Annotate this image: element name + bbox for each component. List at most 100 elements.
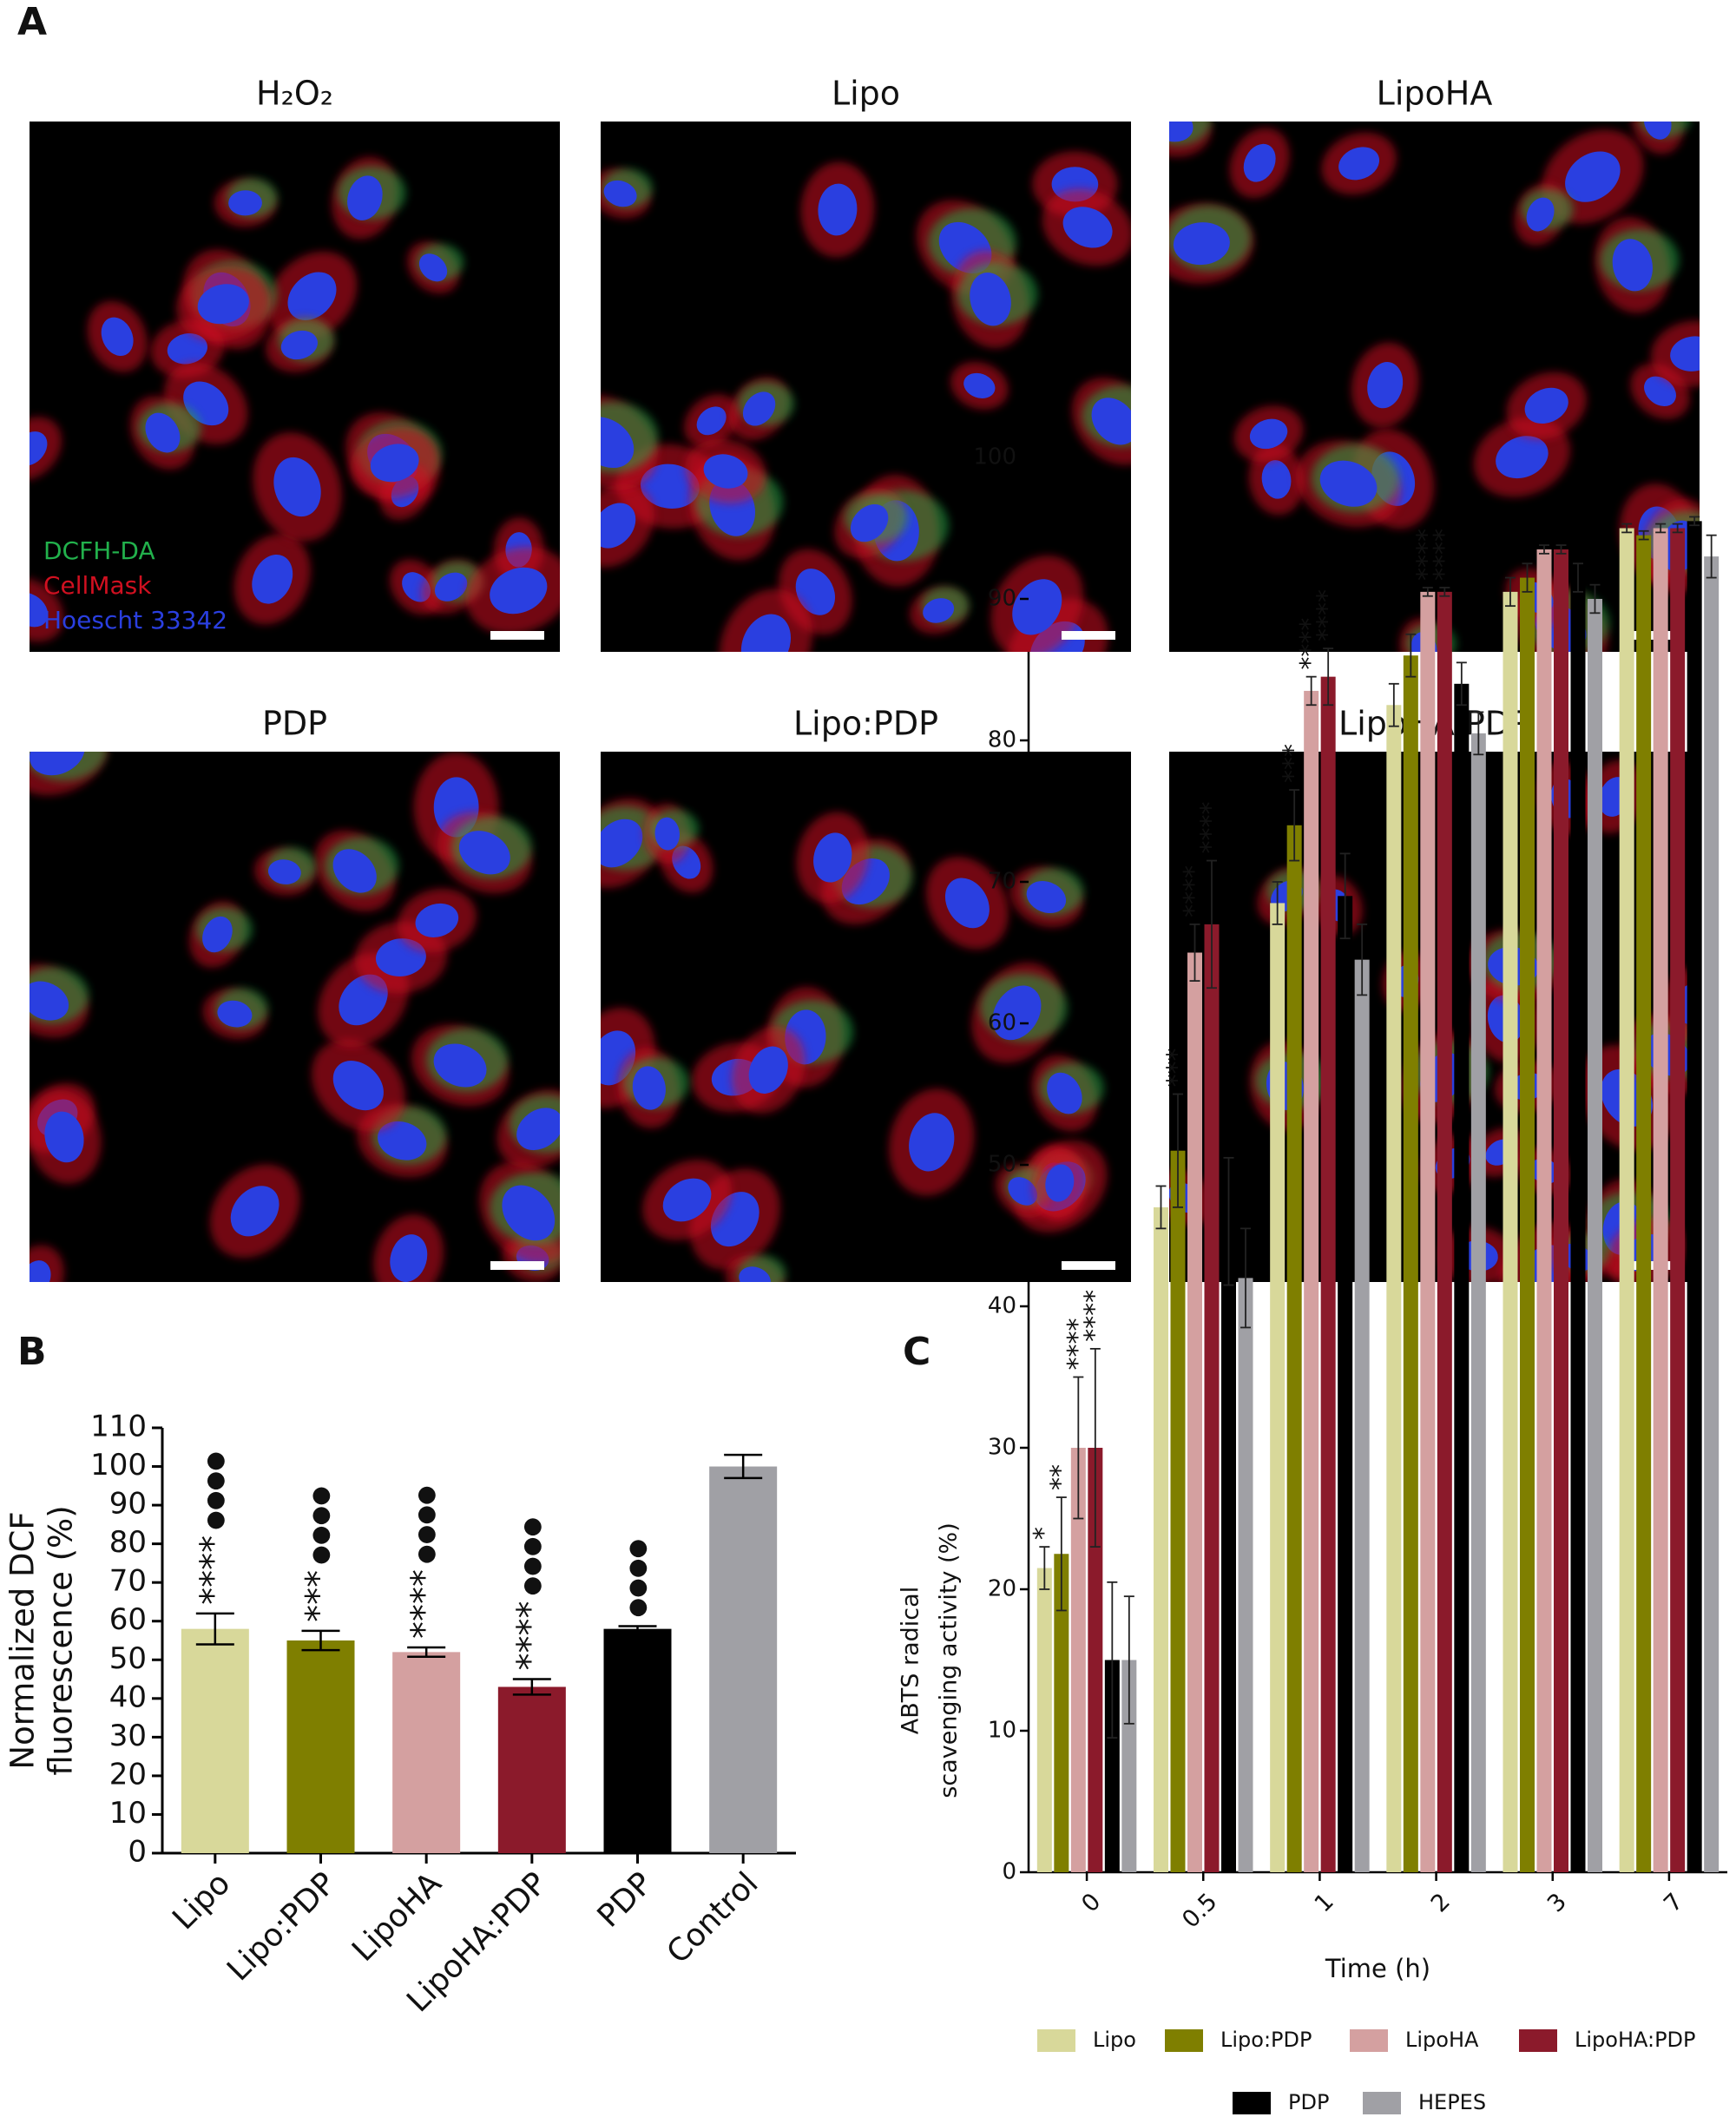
error-bar: [1223, 1156, 1234, 1286]
error-bar: [1089, 1348, 1101, 1548]
y-tick-label: 100: [90, 1448, 147, 1483]
bar: [1619, 528, 1634, 1872]
y-tick-label: 50: [988, 1152, 1016, 1178]
significance-stars: ****: [1196, 802, 1226, 854]
error-bar: [1621, 523, 1633, 534]
y-tick-label: 70: [988, 869, 1016, 895]
nucleus: [516, 1108, 560, 1151]
bar: [286, 1640, 355, 1853]
panel-label: A: [17, 0, 47, 44]
y-tick-label: 90: [988, 586, 1016, 612]
y-tick-label: 70: [109, 1564, 147, 1599]
x-tick-label: 0.5: [1177, 1888, 1222, 1933]
y-tick-label: 40: [988, 1293, 1016, 1319]
legend-label: PDP: [1288, 2090, 1329, 2114]
nucleus: [1062, 207, 1113, 248]
bar: [1554, 549, 1568, 1873]
nucleus: [1670, 336, 1700, 371]
x-tick-label: LipoHA: [345, 1865, 449, 1969]
y-tick-label: 40: [109, 1680, 147, 1714]
nucleus: [1643, 122, 1672, 140]
error-bar: [1323, 648, 1334, 707]
x-tick-label: 3: [1542, 1888, 1572, 1917]
bar: [1704, 556, 1720, 1872]
bar: [181, 1628, 249, 1853]
significance-dots: ●●●●: [307, 1486, 333, 1565]
significance-stars: ****: [1079, 1290, 1109, 1342]
y-tick-label: 30: [109, 1719, 147, 1753]
channel-label: DCFH-DA: [43, 536, 155, 565]
nucleus: [30, 592, 49, 628]
error-bar: [1123, 1595, 1134, 1725]
error-bar: [1039, 1546, 1050, 1590]
nucleus: [267, 859, 301, 884]
y-tick-label: 100: [973, 444, 1016, 470]
x-tick-label: Control: [661, 1865, 766, 1970]
nucleus: [458, 831, 510, 875]
nucleus: [30, 981, 69, 1021]
scale-bar: [1062, 1261, 1115, 1270]
panel-label: C: [903, 1330, 930, 1374]
nucleus: [1045, 1164, 1075, 1202]
significance-stars: ****: [404, 1569, 444, 1639]
nucleus: [1169, 122, 1194, 142]
bar: [1403, 655, 1418, 1873]
nucleus: [228, 190, 262, 216]
bar: [1503, 591, 1518, 1872]
x-tick-label: 0: [1076, 1888, 1106, 1917]
significance-stars: ****: [194, 1535, 233, 1605]
significance-stars: ****: [1062, 1318, 1093, 1371]
bar: [1154, 1206, 1168, 1872]
nucleus: [145, 412, 181, 453]
micrograph: [601, 122, 1131, 652]
nucleus: [632, 1066, 666, 1110]
significance-stars: ****: [1312, 589, 1343, 641]
nucleus: [739, 1266, 771, 1282]
nucleus: [1261, 460, 1292, 499]
error-bar: [1107, 1581, 1118, 1739]
bar: [1221, 1221, 1236, 1872]
nucleus: [390, 1234, 428, 1282]
nucleus: [415, 903, 459, 937]
bar: [1420, 591, 1436, 1872]
significance-stars: ****: [1429, 529, 1459, 581]
nucleus: [1243, 143, 1276, 182]
image-title: Lipo:PDP: [793, 705, 938, 743]
channel-label: CellMask: [43, 571, 152, 600]
error-bar: [512, 1678, 551, 1696]
error-bar: [1073, 1376, 1084, 1520]
significance-stars: **: [1045, 1464, 1075, 1490]
nucleus: [1026, 881, 1067, 914]
error-bar: [1339, 852, 1351, 940]
bar: [1088, 1448, 1103, 1872]
bar: [1354, 959, 1370, 1872]
nucleus: [347, 175, 383, 220]
significance-dots: ●●●●: [518, 1517, 544, 1596]
error-bar: [1522, 562, 1533, 593]
bar: [1536, 549, 1552, 1873]
error-bar: [618, 1625, 657, 1634]
nucleus: [230, 1186, 279, 1237]
nucleus: [742, 391, 776, 426]
significance-stars: *: [1029, 1527, 1059, 1540]
bar: [1338, 896, 1353, 1872]
bar: [1238, 1278, 1253, 1872]
significance-dots: ●●●●: [624, 1539, 650, 1618]
bar: [1636, 535, 1652, 1872]
error-bar: [1456, 661, 1467, 707]
bar: [1070, 1448, 1086, 1872]
error-bar: [1173, 1093, 1183, 1208]
bar: [1204, 924, 1220, 1872]
y-tick-label: 20: [109, 1757, 147, 1792]
nucleus: [1091, 398, 1131, 445]
nucleus: [1012, 579, 1062, 635]
nucleus: [280, 330, 318, 360]
nucleus: [601, 417, 635, 469]
error-bar: [1189, 924, 1200, 982]
legend-label: Lipo:PDP: [1220, 2028, 1312, 2052]
nucleus: [963, 372, 996, 398]
significance-stars: ***: [1279, 744, 1309, 783]
y-axis-title: fluorescence (%): [43, 1505, 80, 1775]
error-bar: [1706, 534, 1717, 579]
nucleus: [1496, 436, 1549, 479]
